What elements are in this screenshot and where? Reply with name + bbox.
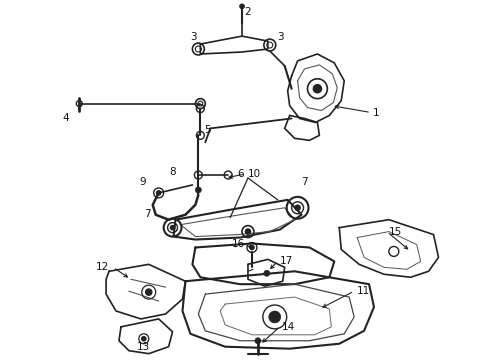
Circle shape — [255, 338, 261, 344]
Circle shape — [240, 4, 245, 9]
Text: 4: 4 — [63, 113, 70, 123]
Circle shape — [264, 270, 270, 276]
Text: 2: 2 — [244, 7, 250, 17]
Circle shape — [314, 85, 321, 93]
Circle shape — [171, 226, 174, 230]
Circle shape — [250, 246, 254, 249]
Circle shape — [269, 311, 281, 323]
Circle shape — [196, 187, 201, 193]
Text: 1: 1 — [373, 108, 380, 117]
Circle shape — [245, 229, 250, 234]
Text: 11: 11 — [357, 286, 370, 296]
Text: 9: 9 — [139, 177, 146, 187]
Text: 15: 15 — [389, 226, 402, 237]
Text: 3: 3 — [277, 32, 283, 42]
Circle shape — [157, 191, 161, 195]
Text: 10: 10 — [248, 169, 261, 179]
Text: 7: 7 — [144, 209, 151, 219]
Text: 12: 12 — [96, 262, 109, 272]
Text: 5: 5 — [204, 125, 211, 135]
Text: 13: 13 — [137, 342, 150, 352]
Text: 16: 16 — [232, 239, 245, 248]
Text: 14: 14 — [282, 322, 295, 332]
Text: 8: 8 — [169, 167, 175, 177]
Text: 3: 3 — [190, 32, 196, 42]
Text: 6: 6 — [237, 169, 244, 179]
Circle shape — [263, 305, 287, 329]
Circle shape — [142, 337, 146, 341]
Circle shape — [146, 289, 152, 295]
Text: 7: 7 — [301, 177, 308, 187]
Text: 17: 17 — [280, 256, 293, 266]
Circle shape — [295, 205, 300, 210]
